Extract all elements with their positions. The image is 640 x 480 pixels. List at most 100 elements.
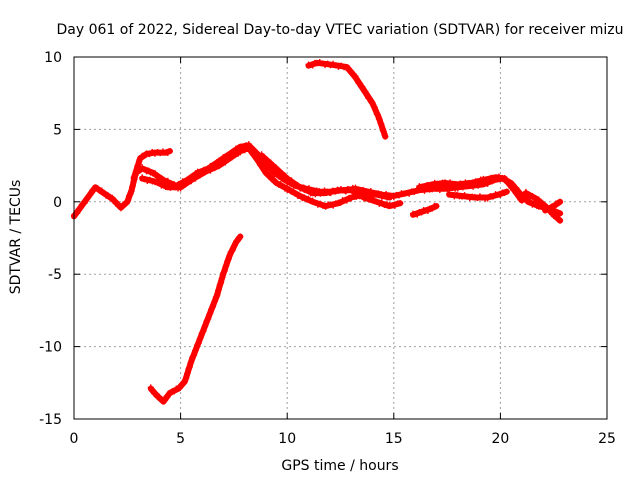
- x-tick-label: 0: [70, 431, 79, 447]
- data-point: [552, 213, 559, 220]
- data-point: [131, 173, 138, 180]
- x-axis-label: GPS time / hours: [281, 458, 398, 474]
- data-point: [180, 380, 187, 387]
- data-point: [132, 168, 139, 175]
- series-fragment-3: [446, 188, 510, 202]
- data-point: [511, 187, 518, 194]
- series-main-trace-d: [258, 151, 404, 210]
- data-point: [234, 238, 241, 245]
- data-point: [378, 120, 385, 127]
- data-point: [229, 247, 236, 254]
- data-point: [557, 217, 564, 224]
- data-point: [134, 162, 141, 169]
- data-point: [156, 393, 163, 400]
- data-series: [71, 58, 564, 405]
- data-point: [222, 263, 229, 270]
- data-point: [230, 243, 237, 250]
- y-tick-label: -10: [39, 340, 62, 356]
- y-tick-label: 10: [44, 50, 62, 66]
- data-point: [386, 194, 393, 201]
- data-point: [186, 363, 193, 370]
- data-point: [255, 158, 262, 165]
- data-point: [221, 267, 228, 274]
- x-tick-label: 5: [176, 431, 185, 447]
- data-point: [221, 268, 228, 275]
- data-point: [125, 197, 132, 204]
- data-point: [226, 252, 233, 259]
- data-point: [210, 303, 217, 310]
- data-point: [136, 157, 143, 164]
- data-point: [126, 191, 133, 198]
- data-point: [191, 352, 198, 359]
- data-point: [209, 304, 216, 311]
- data-point: [353, 76, 360, 83]
- data-point: [192, 347, 199, 354]
- data-point: [362, 88, 369, 95]
- data-point: [225, 257, 232, 264]
- data-point: [196, 335, 203, 342]
- data-point: [149, 387, 156, 394]
- data-point: [199, 329, 206, 336]
- data-point: [135, 161, 142, 168]
- data-point: [433, 203, 440, 210]
- data-point: [147, 384, 154, 391]
- data-point: [514, 190, 521, 197]
- data-point: [81, 200, 88, 206]
- data-point: [379, 124, 386, 131]
- data-point: [195, 339, 202, 346]
- data-point: [182, 376, 189, 383]
- data-point: [371, 103, 378, 110]
- data-point: [194, 341, 201, 348]
- data-point: [177, 185, 184, 192]
- data-point: [215, 286, 222, 293]
- data-point: [184, 369, 191, 376]
- data-point: [117, 205, 124, 212]
- y-tick-label: -15: [39, 412, 62, 428]
- data-point: [137, 155, 144, 162]
- data-point: [537, 199, 544, 206]
- data-point: [188, 358, 195, 365]
- data-point: [248, 148, 255, 155]
- data-point: [222, 159, 229, 166]
- data-point: [74, 210, 81, 217]
- y-axis-label: SDTVAR / TECUs: [8, 180, 24, 295]
- data-point: [518, 197, 525, 204]
- series-main-trace-c: [139, 144, 393, 210]
- data-point: [196, 172, 203, 179]
- x-tick-label: 25: [598, 431, 616, 447]
- y-tick-label: -5: [48, 267, 62, 283]
- data-point: [162, 397, 169, 404]
- data-point: [550, 203, 557, 210]
- data-point: [382, 133, 389, 140]
- data-point: [132, 172, 139, 179]
- data-point: [359, 83, 366, 90]
- data-point: [223, 262, 230, 269]
- grid-lines: [74, 57, 607, 419]
- data-point: [245, 145, 252, 152]
- data-point: [186, 364, 193, 371]
- data-point: [215, 287, 222, 294]
- data-point: [557, 210, 564, 217]
- y-tick-label: 0: [53, 195, 62, 211]
- data-point: [506, 181, 513, 188]
- data-point: [183, 370, 190, 377]
- axis-ticks: 0 5 10 15 20 25 -15 -10 -5 0 5 10: [39, 50, 616, 447]
- data-point: [228, 154, 235, 161]
- data-point: [343, 64, 350, 71]
- data-point: [207, 310, 214, 317]
- data-point: [211, 298, 218, 305]
- data-point: [166, 148, 173, 155]
- data-point: [251, 151, 258, 158]
- data-point: [213, 292, 220, 299]
- chart-title: Day 061 of 2022, Sidereal Day-to-day VTE…: [57, 22, 624, 38]
- data-point: [231, 242, 238, 249]
- data-point: [225, 255, 232, 262]
- data-point: [369, 99, 376, 106]
- x-tick-label: 20: [491, 431, 509, 447]
- data-point: [228, 248, 235, 255]
- series-fragment-2: [416, 173, 525, 204]
- data-point: [397, 200, 404, 207]
- data-point: [87, 191, 94, 198]
- data-point: [505, 178, 512, 185]
